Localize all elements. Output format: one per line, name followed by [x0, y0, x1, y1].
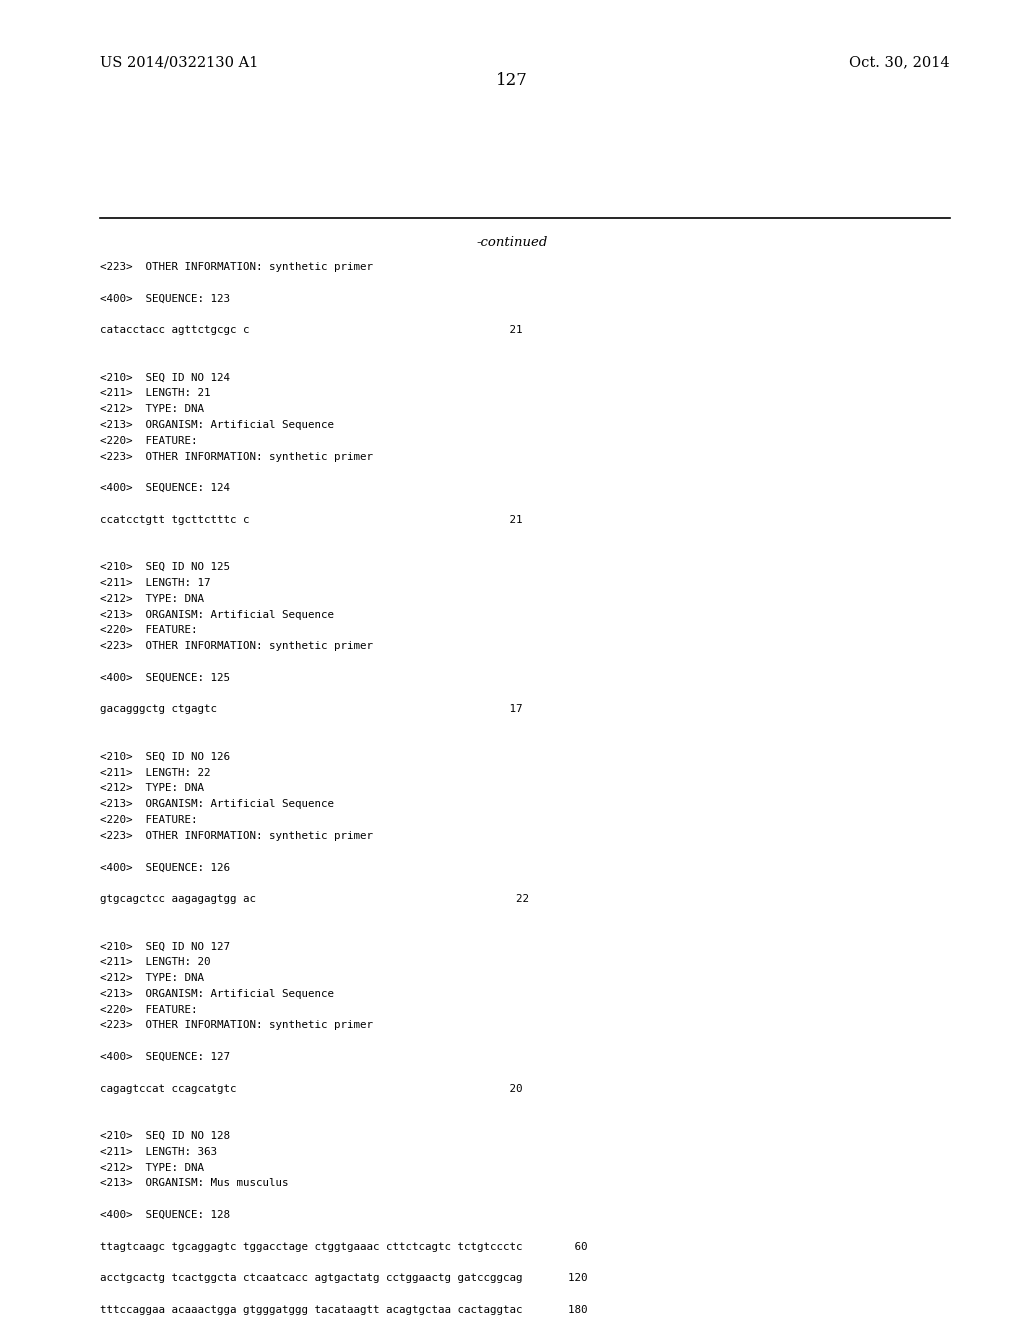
Text: <220>  FEATURE:: <220> FEATURE: — [100, 626, 198, 635]
Text: <210>  SEQ ID NO 127: <210> SEQ ID NO 127 — [100, 941, 230, 952]
Text: Oct. 30, 2014: Oct. 30, 2014 — [849, 55, 950, 69]
Text: <211>  LENGTH: 363: <211> LENGTH: 363 — [100, 1147, 217, 1156]
Text: <213>  ORGANISM: Artificial Sequence: <213> ORGANISM: Artificial Sequence — [100, 799, 334, 809]
Text: 127: 127 — [496, 73, 528, 88]
Text: <223>  OTHER INFORMATION: synthetic primer: <223> OTHER INFORMATION: synthetic prime… — [100, 642, 373, 651]
Text: <220>  FEATURE:: <220> FEATURE: — [100, 1005, 198, 1015]
Text: <211>  LENGTH: 22: <211> LENGTH: 22 — [100, 768, 211, 777]
Text: acctgcactg tcactggcta ctcaatcacc agtgactatg cctggaactg gatccggcag       120: acctgcactg tcactggcta ctcaatcacc agtgact… — [100, 1274, 588, 1283]
Text: <223>  OTHER INFORMATION: synthetic primer: <223> OTHER INFORMATION: synthetic prime… — [100, 830, 373, 841]
Text: tttccaggaa acaaactgga gtgggatggg tacataagtt acagtgctaa cactaggtac       180: tttccaggaa acaaactgga gtgggatggg tacataa… — [100, 1304, 588, 1315]
Text: <400>  SEQUENCE: 123: <400> SEQUENCE: 123 — [100, 293, 230, 304]
Text: <223>  OTHER INFORMATION: synthetic primer: <223> OTHER INFORMATION: synthetic prime… — [100, 1020, 373, 1031]
Text: <400>  SEQUENCE: 125: <400> SEQUENCE: 125 — [100, 673, 230, 682]
Text: <210>  SEQ ID NO 128: <210> SEQ ID NO 128 — [100, 1131, 230, 1140]
Text: <223>  OTHER INFORMATION: synthetic primer: <223> OTHER INFORMATION: synthetic prime… — [100, 451, 373, 462]
Text: ccatcctgtt tgcttctttc c                                        21: ccatcctgtt tgcttctttc c 21 — [100, 515, 522, 525]
Text: <212>  TYPE: DNA: <212> TYPE: DNA — [100, 783, 204, 793]
Text: gtgcagctcc aagagagtgg ac                                        22: gtgcagctcc aagagagtgg ac 22 — [100, 894, 529, 904]
Text: <212>  TYPE: DNA: <212> TYPE: DNA — [100, 404, 204, 414]
Text: <210>  SEQ ID NO 124: <210> SEQ ID NO 124 — [100, 372, 230, 383]
Text: <212>  TYPE: DNA: <212> TYPE: DNA — [100, 973, 204, 983]
Text: <212>  TYPE: DNA: <212> TYPE: DNA — [100, 1163, 204, 1172]
Text: US 2014/0322130 A1: US 2014/0322130 A1 — [100, 55, 258, 69]
Text: <400>  SEQUENCE: 124: <400> SEQUENCE: 124 — [100, 483, 230, 494]
Text: <211>  LENGTH: 20: <211> LENGTH: 20 — [100, 957, 211, 968]
Text: <213>  ORGANISM: Mus musculus: <213> ORGANISM: Mus musculus — [100, 1179, 289, 1188]
Text: <400>  SEQUENCE: 127: <400> SEQUENCE: 127 — [100, 1052, 230, 1063]
Text: <400>  SEQUENCE: 128: <400> SEQUENCE: 128 — [100, 1210, 230, 1220]
Text: <220>  FEATURE:: <220> FEATURE: — [100, 436, 198, 446]
Text: <211>  LENGTH: 21: <211> LENGTH: 21 — [100, 388, 211, 399]
Text: catacctacc agttctgcgc c                                        21: catacctacc agttctgcgc c 21 — [100, 325, 522, 335]
Text: cagagtccat ccagcatgtc                                          20: cagagtccat ccagcatgtc 20 — [100, 1084, 522, 1093]
Text: <212>  TYPE: DNA: <212> TYPE: DNA — [100, 594, 204, 603]
Text: <220>  FEATURE:: <220> FEATURE: — [100, 814, 198, 825]
Text: <213>  ORGANISM: Artificial Sequence: <213> ORGANISM: Artificial Sequence — [100, 610, 334, 619]
Text: <211>  LENGTH: 17: <211> LENGTH: 17 — [100, 578, 211, 587]
Text: <213>  ORGANISM: Artificial Sequence: <213> ORGANISM: Artificial Sequence — [100, 420, 334, 430]
Text: <223>  OTHER INFORMATION: synthetic primer: <223> OTHER INFORMATION: synthetic prime… — [100, 261, 373, 272]
Text: <210>  SEQ ID NO 125: <210> SEQ ID NO 125 — [100, 562, 230, 572]
Text: <210>  SEQ ID NO 126: <210> SEQ ID NO 126 — [100, 752, 230, 762]
Text: ttagtcaagc tgcaggagtc tggacctage ctggtgaaac cttctcagtc tctgtccctc        60: ttagtcaagc tgcaggagtc tggacctage ctggtga… — [100, 1242, 588, 1251]
Text: <400>  SEQUENCE: 126: <400> SEQUENCE: 126 — [100, 862, 230, 873]
Text: <213>  ORGANISM: Artificial Sequence: <213> ORGANISM: Artificial Sequence — [100, 989, 334, 999]
Text: -continued: -continued — [476, 236, 548, 249]
Text: gacagggctg ctgagtc                                             17: gacagggctg ctgagtc 17 — [100, 705, 522, 714]
